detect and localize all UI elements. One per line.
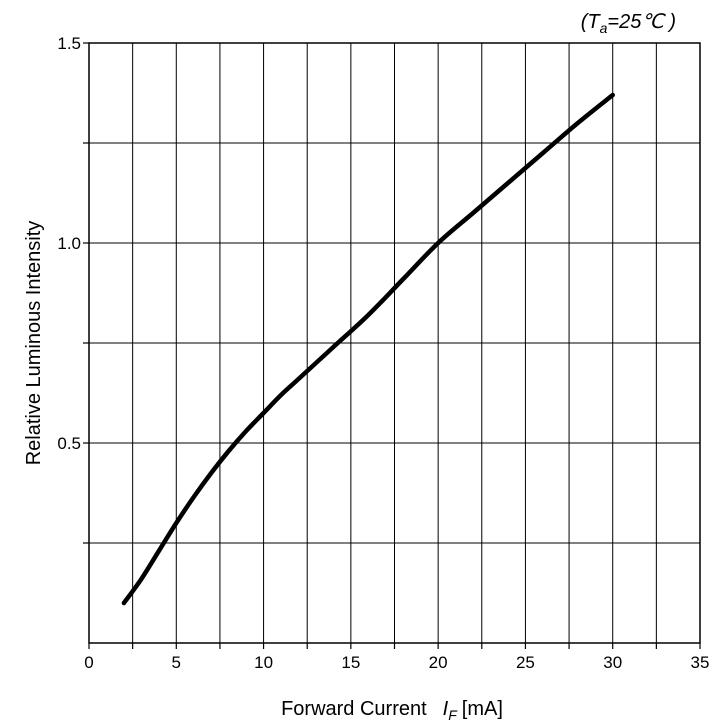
x-tick-label: 35 <box>691 653 710 672</box>
x-axis-title-main: Forward Current <box>281 698 427 720</box>
x-tick-label: 5 <box>172 653 181 672</box>
x-tick-label: 15 <box>341 653 360 672</box>
x-axis-title: Forward Current IF [mA] <box>281 698 503 723</box>
x-tick-label: 30 <box>603 653 622 672</box>
x-tick-label: 10 <box>254 653 273 672</box>
grid-lines <box>89 43 700 643</box>
axis-ticks <box>83 42 701 649</box>
y-tick-label: 1.5 <box>57 34 81 53</box>
y-tick-label: 1.0 <box>57 234 81 253</box>
series-line <box>121 92 615 606</box>
x-tick-label: 20 <box>429 653 448 672</box>
tick-labels: 0 5 10 15 20 25 30 35 0.5 1.0 1.5 <box>57 34 709 672</box>
y-axis-title: Relative Luminous Intensity <box>23 221 45 466</box>
condition-label: (Ta=25℃ ) <box>581 11 676 36</box>
x-tick-label: 25 <box>516 653 535 672</box>
x-tick-label: 0 <box>84 653 93 672</box>
y-tick-label: 0.5 <box>57 434 81 453</box>
